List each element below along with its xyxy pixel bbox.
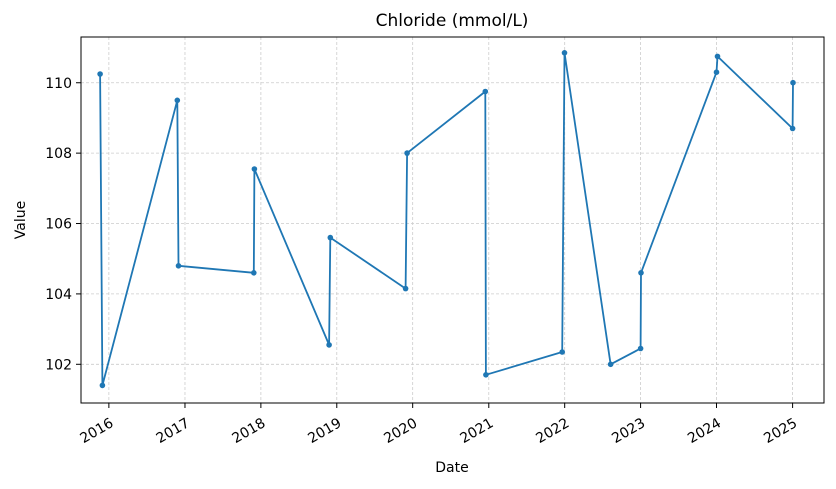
data-point: [607, 361, 614, 368]
data-point: [482, 88, 489, 95]
data-point: [561, 50, 568, 56]
data-point: [483, 372, 489, 378]
axes: [76, 36, 825, 408]
y-axis-title: Value: [13, 201, 29, 239]
data-point: [638, 270, 644, 276]
data-point: [790, 79, 796, 86]
data-point: [714, 53, 721, 60]
data-series: [97, 50, 796, 389]
data-point: [637, 345, 644, 352]
data-point: [326, 342, 332, 348]
y-tick-label: 104: [45, 287, 72, 303]
data-point: [175, 263, 182, 269]
data-point: [99, 382, 106, 389]
data-point: [251, 166, 258, 172]
chart-title: Chloride (mmol/L): [376, 11, 529, 31]
data-point: [97, 71, 103, 77]
y-tick-label: 110: [45, 76, 72, 92]
y-tick-label: 106: [45, 217, 72, 233]
data-point: [713, 69, 720, 75]
y-tick-label: 102: [45, 357, 72, 373]
data-point: [559, 349, 565, 355]
data-point: [174, 97, 181, 104]
y-tick-label: 108: [45, 146, 72, 162]
plot-frame: [80, 36, 825, 404]
grid-lines: [81, 37, 824, 403]
data-point: [251, 270, 257, 276]
x-axis-title: Date: [435, 460, 468, 476]
data-point: [789, 125, 796, 132]
data-point: [327, 234, 334, 241]
data-point: [402, 285, 409, 292]
data-point: [404, 150, 410, 156]
